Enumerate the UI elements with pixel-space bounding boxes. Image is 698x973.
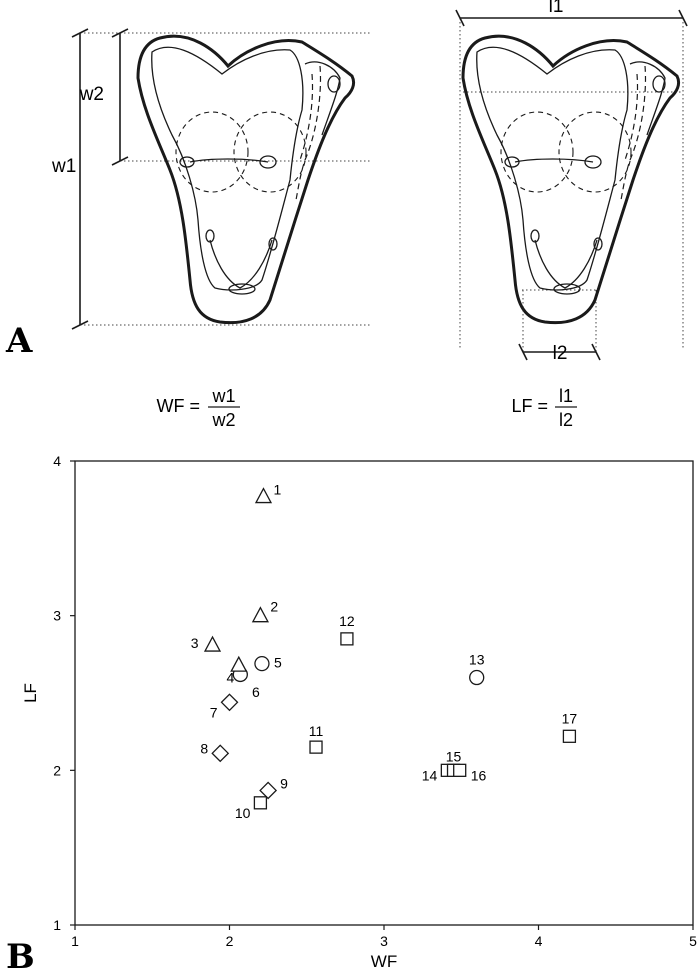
point-diamond-9 [259, 781, 278, 800]
y-tick-label: 3 [53, 608, 61, 624]
point-label-9: 9 [280, 775, 288, 791]
point-triangle-1 [254, 487, 273, 504]
l2-label: l2 [553, 343, 568, 364]
y-tick-label: 1 [53, 917, 61, 933]
lf-formula-lhs: LF = [511, 396, 548, 416]
point-label-2: 2 [270, 599, 278, 615]
point-square-11 [309, 740, 323, 754]
y-tick-label: 2 [53, 762, 61, 778]
point-square-17 [562, 729, 577, 743]
x-tick-label: 4 [535, 933, 543, 949]
point-triangle-6 [230, 655, 248, 672]
wf-formula-numerator: w1 [211, 386, 235, 406]
point-label-13: 13 [469, 652, 485, 668]
w1-dimension-bar [71, 28, 89, 330]
panel-a: w1 w2 [5, 0, 688, 430]
y-axis-label: LF [21, 683, 40, 703]
l1-label: l1 [549, 0, 564, 17]
point-diamond-8 [211, 744, 230, 763]
point-label-17: 17 [562, 710, 578, 726]
point-label-7: 7 [210, 704, 218, 720]
l2-dimension-bar [518, 343, 601, 361]
w1-label: w1 [51, 156, 76, 177]
point-circle-13 [469, 669, 485, 686]
point-label-16: 16 [471, 767, 487, 783]
bone-outline-left [136, 34, 356, 325]
point-circle-5 [254, 655, 270, 672]
x-axis-label: WF [371, 952, 397, 971]
panel-a-label: A [5, 321, 33, 361]
point-label-11: 11 [309, 723, 324, 739]
dotted-guides-left [80, 32, 372, 326]
point-diamond-7 [220, 693, 239, 712]
point-label-8: 8 [200, 740, 208, 756]
lf-formula-denominator: l2 [559, 410, 573, 430]
point-triangle-3 [203, 635, 222, 652]
wf-formula-lhs: WF = [157, 396, 201, 416]
point-label-5: 5 [274, 655, 282, 671]
bone-outline-right [461, 34, 681, 325]
point-label-1: 1 [273, 482, 281, 498]
lf-formula: LF = l1 l2 [511, 386, 577, 430]
w2-label: w2 [79, 84, 104, 105]
x-tick-label: 3 [380, 933, 388, 949]
wf-formula: WF = w1 w2 [157, 386, 240, 430]
plot-frame [74, 460, 694, 926]
point-label-14: 14 [422, 767, 438, 783]
panel-b-label: B [6, 937, 35, 973]
x-tick-label: 5 [689, 933, 697, 949]
point-label-4: 4 [227, 669, 235, 685]
y-tick-label: 4 [53, 453, 61, 469]
point-label-15: 15 [446, 748, 462, 764]
point-square-12 [340, 632, 354, 646]
dotted-guides-right [459, 18, 684, 352]
lf-formula-numerator: l1 [559, 386, 573, 406]
x-tick-label: 1 [71, 933, 79, 949]
point-label-3: 3 [191, 635, 199, 651]
l1-dimension-bar [455, 9, 688, 27]
w2-dimension-bar [111, 28, 129, 166]
point-label-10: 10 [235, 805, 251, 821]
point-label-12: 12 [339, 613, 355, 629]
point-square-10 [253, 796, 268, 810]
point-square-16 [453, 763, 467, 777]
point-label-6: 6 [252, 684, 260, 700]
point-triangle-2 [251, 606, 269, 623]
wf-formula-denominator: w2 [211, 410, 235, 430]
x-tick-label: 2 [226, 933, 234, 949]
